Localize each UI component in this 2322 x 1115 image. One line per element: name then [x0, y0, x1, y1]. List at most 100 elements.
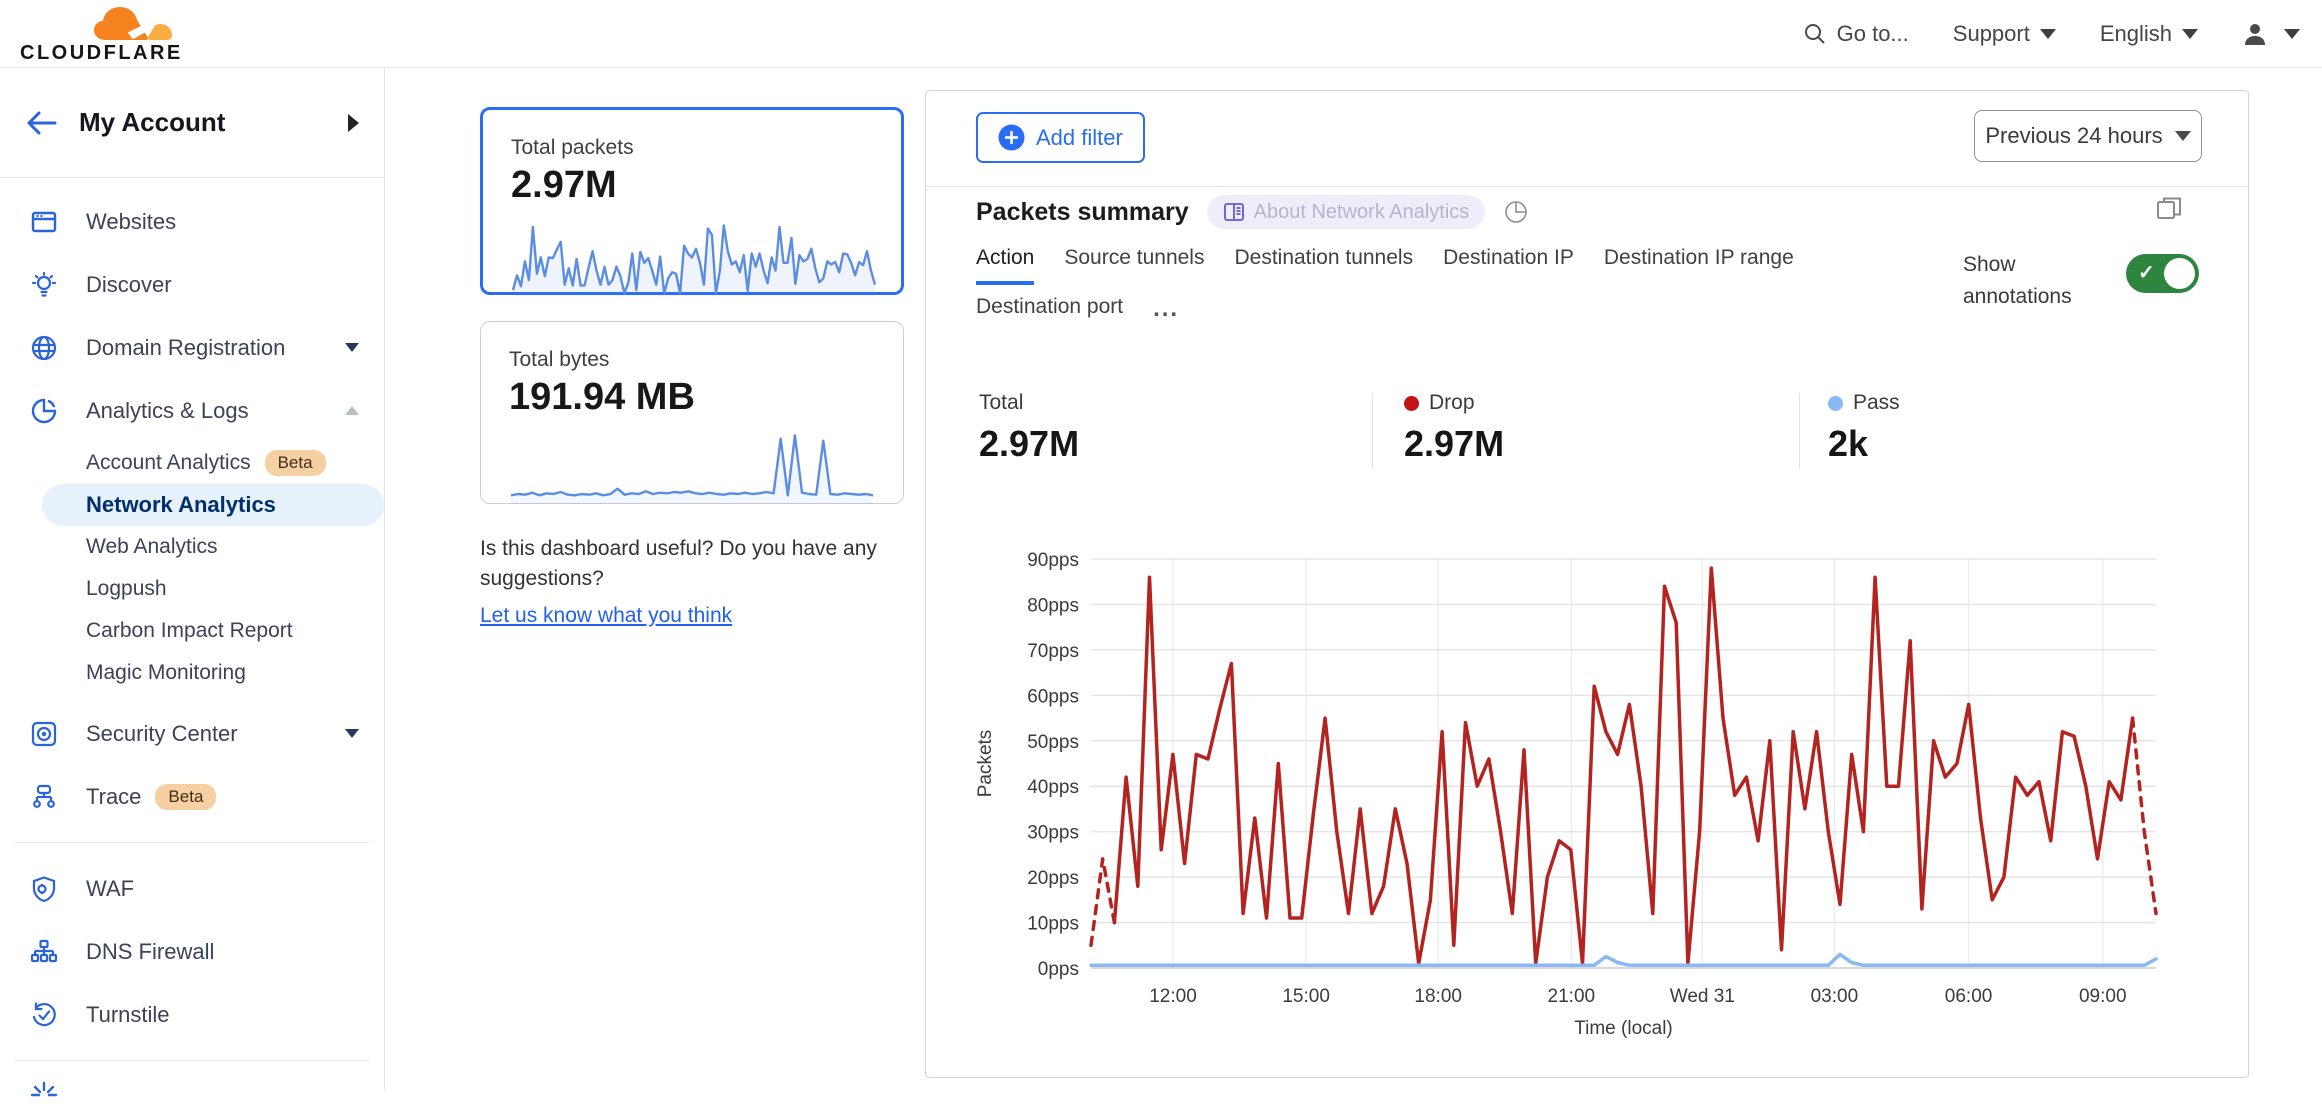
tab-destination-port[interactable]: Destination port — [976, 295, 1124, 318]
feedback-link[interactable]: Let us know what you think — [480, 603, 733, 627]
shield-gear-icon — [32, 875, 56, 902]
sidebar-item-logpush[interactable]: Logpush — [86, 577, 167, 600]
browser-icon — [31, 211, 57, 232]
chevron-down-icon — [345, 343, 359, 352]
stat-drop-value: 2.97M — [1404, 423, 1505, 464]
stat-total: Total 2.97M — [979, 391, 1080, 464]
zaraz-icon — [30, 1081, 58, 1097]
feedback-block: Is this dashboard useful? Do you have an… — [480, 534, 904, 631]
tab-destination-ip[interactable]: Destination IP — [1443, 246, 1574, 269]
sidebar-item-analytics-logs[interactable]: Analytics & Logs — [0, 379, 384, 442]
chevron-down-icon — [345, 729, 359, 738]
chevron-right-icon[interactable] — [348, 113, 359, 132]
sidebar-account-header[interactable]: My Account — [0, 68, 384, 178]
svg-text:18:00: 18:00 — [1414, 986, 1462, 1007]
svg-text:Wed 31: Wed 31 — [1670, 986, 1735, 1007]
sidebar-item-turnstile[interactable]: Turnstile — [0, 983, 384, 1046]
svg-text:60pps: 60pps — [1027, 686, 1079, 707]
sidebar-item-discover[interactable]: Discover — [0, 253, 384, 316]
check-icon: ✓ — [2138, 262, 2155, 284]
svg-text:09:00: 09:00 — [2079, 986, 2127, 1007]
chevron-down-icon — [2039, 29, 2056, 39]
cloudflare-cloud-icon — [94, 7, 172, 40]
total-packets-card[interactable]: Total packets 2.97M — [480, 107, 904, 296]
drop-legend-dot — [1404, 395, 1419, 411]
stat-total-value: 2.97M — [979, 423, 1080, 464]
chevron-up-icon — [345, 406, 359, 415]
tab-source-tunnels[interactable]: Source tunnels — [1064, 246, 1205, 269]
svg-text:90pps: 90pps — [1027, 550, 1079, 571]
show-annotations-label: Show annotations — [1963, 253, 2072, 308]
support-menu[interactable]: Support — [1953, 21, 2056, 47]
stat-drop: Drop 2.97M — [1404, 391, 1505, 464]
svg-text:Time (local): Time (local) — [1574, 1018, 1673, 1039]
goto-label: Go to... — [1836, 21, 1909, 46]
tab-bar: Action Source tunnels Destination tunnel… — [976, 246, 1846, 334]
total-bytes-value: 191.94 MB — [509, 376, 695, 418]
svg-text:0pps: 0pps — [1038, 959, 1079, 980]
sidebar-divider — [15, 842, 369, 843]
refresh-check-icon — [32, 1001, 56, 1026]
sidebar-item-websites[interactable]: Websites — [0, 190, 384, 253]
sidebar-item-security-center[interactable]: Security Center — [0, 702, 384, 765]
add-filter-button[interactable]: Add filter — [976, 112, 1145, 163]
back-arrow-icon[interactable] — [25, 109, 59, 137]
svg-text:30pps: 30pps — [1027, 823, 1079, 844]
feedback-text: Is this dashboard useful? Do you have an… — [480, 537, 877, 591]
sidebar-item-domain-registration[interactable]: Domain Registration — [0, 316, 384, 379]
about-network-analytics-badge[interactable]: About Network Analytics — [1206, 195, 1486, 229]
chevron-down-icon — [2182, 29, 2198, 39]
toggle-knob — [2164, 258, 2195, 289]
book-icon — [1223, 203, 1244, 221]
svg-text:03:00: 03:00 — [1811, 986, 1859, 1007]
sidebar-item-waf[interactable]: WAF — [0, 857, 384, 920]
analytics-pie-icon — [31, 398, 57, 423]
sidebar-item-dns-firewall[interactable]: DNS Firewall — [0, 920, 384, 983]
svg-text:20pps: 20pps — [1027, 868, 1079, 889]
plus-icon — [998, 124, 1025, 151]
svg-text:Packets: Packets — [975, 730, 996, 798]
svg-text:10pps: 10pps — [1027, 914, 1079, 935]
account-label: My Account — [79, 107, 226, 137]
stat-divider — [1799, 393, 1800, 469]
total-packets-sparkline — [511, 224, 877, 296]
total-packets-label: Total packets — [511, 136, 634, 159]
beta-badge: Beta — [264, 450, 326, 476]
language-menu[interactable]: English — [2100, 21, 2198, 47]
stats-row: Total 2.97M Drop 2.97M Pass 2k — [926, 391, 2248, 471]
svg-text:70pps: 70pps — [1027, 641, 1079, 662]
packets-summary-panel: Add filter Previous 24 hours Packets sum… — [925, 90, 2249, 1078]
cloudflare-logo[interactable]: CLOUDFLARE — [20, 4, 190, 65]
account-menu[interactable] — [2242, 21, 2300, 47]
tab-destination-ip-range[interactable]: Destination IP range — [1603, 246, 1794, 269]
panel-divider — [926, 186, 2248, 187]
sidebar-item-network-analytics[interactable]: Network Analytics — [0, 484, 384, 526]
goto-search[interactable]: Go to... — [1803, 21, 1909, 47]
sidebar-item-account-analytics[interactable]: Account Analytics Beta — [0, 442, 384, 484]
sidebar-item-trace[interactable]: Trace Beta — [0, 765, 384, 828]
more-tabs-button[interactable]: ... — [1153, 295, 1180, 322]
stat-pass-value: 2k — [1828, 423, 1869, 464]
beta-badge: Beta — [155, 783, 217, 810]
time-range-dropdown[interactable]: Previous 24 hours — [1974, 110, 2202, 162]
history-icon[interactable] — [1503, 199, 1529, 225]
sidebar-item-magic-monitoring[interactable]: Magic Monitoring — [86, 661, 246, 684]
sidebar-item-web-analytics[interactable]: Web Analytics — [86, 535, 218, 558]
search-icon — [1804, 24, 1825, 44]
sidebar-item-carbon-impact-report[interactable]: Carbon Impact Report — [86, 619, 293, 642]
security-center-icon — [31, 721, 57, 746]
stat-pass: Pass 2k — [1828, 391, 1900, 464]
sidebar: My Account Websites Discover Domain Regi — [0, 68, 385, 1097]
svg-text:06:00: 06:00 — [1945, 986, 1993, 1007]
sidebar-item-partial[interactable] — [0, 1075, 384, 1115]
total-bytes-card[interactable]: Total bytes 191.94 MB — [480, 321, 904, 504]
total-packets-value: 2.97M — [511, 164, 617, 206]
language-label: English — [2099, 21, 2172, 46]
trace-icon — [33, 784, 55, 808]
tab-action[interactable]: Action — [976, 246, 1035, 285]
total-bytes-sparkline — [510, 434, 874, 504]
tab-destination-tunnels[interactable]: Destination tunnels — [1234, 246, 1414, 269]
top-header: CLOUDFLARE Go to... Support English — [0, 0, 2322, 68]
annotations-toggle[interactable]: ✓ — [2126, 254, 2199, 293]
expand-icon[interactable] — [2154, 193, 2184, 223]
